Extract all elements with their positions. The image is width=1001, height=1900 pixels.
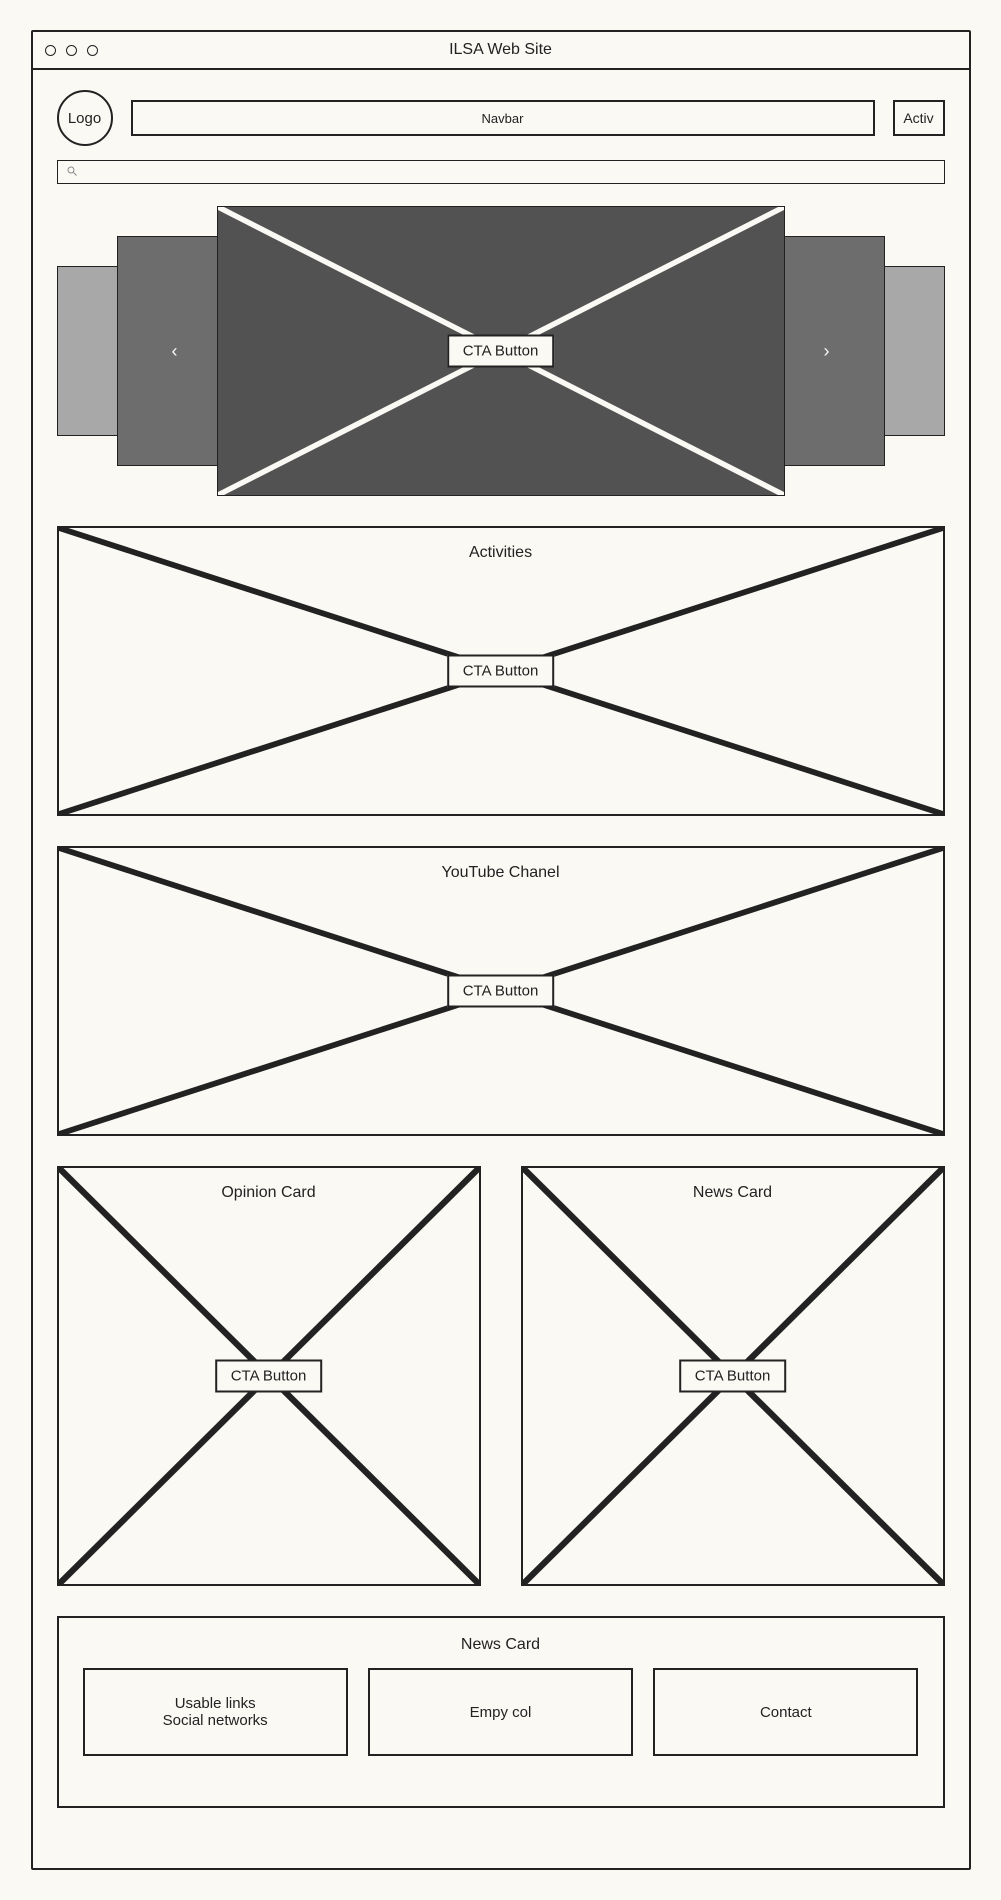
youtube-cta-label: CTA Button <box>463 983 539 1000</box>
news-card: News Card CTA Button <box>521 1166 945 1586</box>
footer-col-links[interactable]: Usable links Social networks <box>83 1668 348 1756</box>
chevron-right-icon: › <box>824 341 830 362</box>
header-action-button[interactable]: Activ <box>893 100 945 136</box>
activities-title: Activities <box>461 544 540 562</box>
carousel-prev-button[interactable]: ‹ <box>162 338 188 364</box>
window-dot[interactable] <box>87 45 98 56</box>
footer-col-empty: Empy col <box>368 1668 633 1756</box>
hero-carousel: CTA Button ‹ › <box>57 206 945 496</box>
opinion-card: Opinion Card CTA Button <box>57 1166 481 1586</box>
logo[interactable]: Logo <box>57 90 113 146</box>
activities-section: Activities CTA Button <box>57 526 945 816</box>
carousel-slide-main[interactable]: CTA Button <box>217 206 785 496</box>
youtube-title: YouTube Chanel <box>433 864 567 882</box>
opinion-title: Opinion Card <box>213 1184 323 1202</box>
page-content: Logo Navbar Activ <box>33 70 969 1868</box>
footer-columns: Usable links Social networks Empy col Co… <box>83 1668 919 1756</box>
news-cta-button[interactable]: CTA Button <box>679 1360 787 1393</box>
browser-window: ILSA Web Site Logo Navbar Activ <box>31 30 971 1870</box>
window-title: ILSA Web Site <box>449 41 552 59</box>
header-row: Logo Navbar Activ <box>57 90 945 146</box>
news-cta-label: CTA Button <box>695 1368 771 1385</box>
footer-contact-label: Contact <box>760 1704 812 1721</box>
header-action-label: Activ <box>903 110 933 126</box>
news-title: News Card <box>685 1184 780 1202</box>
youtube-section: YouTube Chanel CTA Button <box>57 846 945 1136</box>
footer-col-contact[interactable]: Contact <box>653 1668 918 1756</box>
footer-empty-label: Empy col <box>470 1704 532 1721</box>
activities-cta-button[interactable]: CTA Button <box>447 655 555 688</box>
search-icon <box>66 165 78 180</box>
cards-row: Opinion Card CTA Button News Card CTA Bu… <box>57 1166 945 1586</box>
window-controls[interactable] <box>45 45 98 56</box>
footer-title: News Card <box>83 1636 919 1654</box>
logo-label: Logo <box>68 110 101 127</box>
activities-cta-label: CTA Button <box>463 663 539 680</box>
footer: News Card Usable links Social networks E… <box>57 1616 945 1808</box>
window-titlebar: ILSA Web Site <box>33 32 969 70</box>
search-input[interactable] <box>57 160 945 184</box>
chevron-left-icon: ‹ <box>172 341 178 362</box>
opinion-cta-button[interactable]: CTA Button <box>215 1360 323 1393</box>
navbar-label: Navbar <box>482 111 524 126</box>
footer-links-line2: Social networks <box>163 1712 268 1729</box>
footer-links-line1: Usable links <box>175 1695 256 1712</box>
opinion-cta-label: CTA Button <box>231 1368 307 1385</box>
carousel-next-button[interactable]: › <box>814 338 840 364</box>
navbar[interactable]: Navbar <box>131 100 875 136</box>
youtube-cta-button[interactable]: CTA Button <box>447 975 555 1008</box>
hero-cta-button[interactable]: CTA Button <box>447 335 555 368</box>
window-dot[interactable] <box>45 45 56 56</box>
hero-cta-label: CTA Button <box>463 343 539 360</box>
window-dot[interactable] <box>66 45 77 56</box>
